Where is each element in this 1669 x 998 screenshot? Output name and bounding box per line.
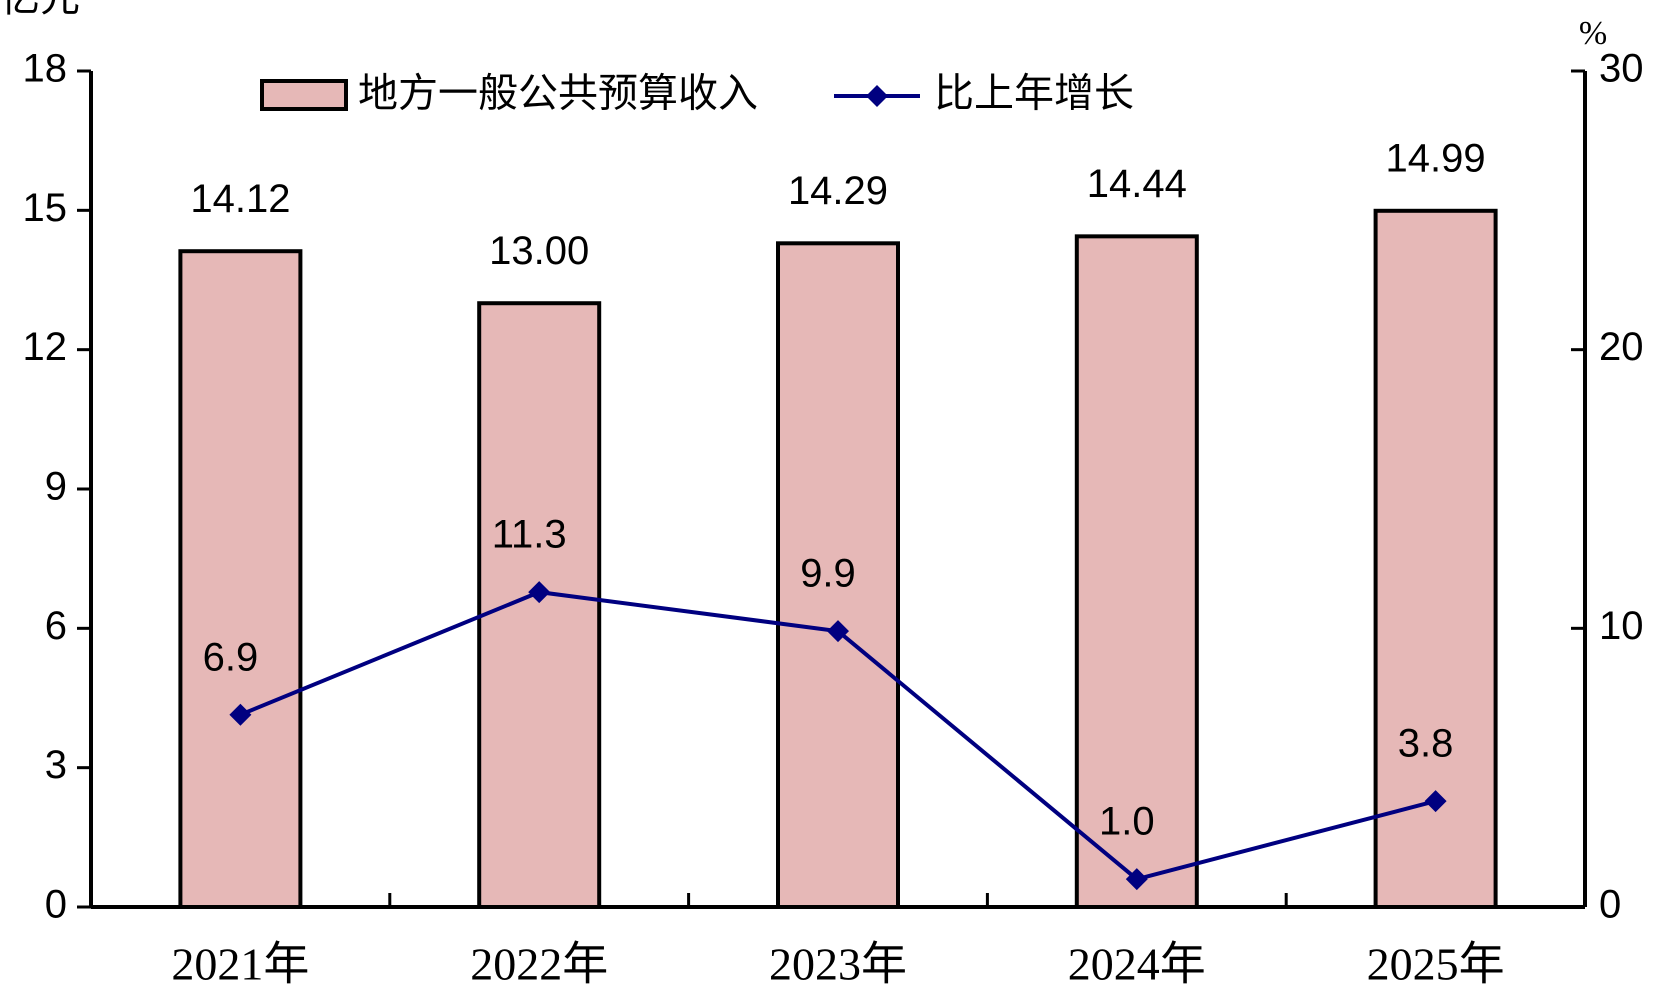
legend-swatch xyxy=(260,79,348,111)
line-marker xyxy=(1125,868,1148,891)
legend-label: 比上年增长 xyxy=(934,72,1134,116)
y-tick-label: 15 xyxy=(23,186,68,230)
line-marker xyxy=(1424,790,1447,813)
y-tick-label: 9 xyxy=(45,465,67,509)
y-tick-label: 18 xyxy=(23,47,68,91)
y-tick-label: 0 xyxy=(45,883,67,927)
legend-marker xyxy=(866,85,888,107)
bar-value-label: 14.44 xyxy=(1087,162,1187,206)
bar xyxy=(178,249,303,909)
y-axis-label: 亿元 xyxy=(0,0,80,20)
line-marker xyxy=(528,581,551,604)
line-marker xyxy=(827,620,849,643)
x-tick-label: 2024年 xyxy=(1068,939,1206,990)
y-tick-label: 3 xyxy=(45,743,67,787)
line-value-label: 11.3 xyxy=(492,513,567,557)
y2-axis-label: % xyxy=(1579,15,1607,52)
bar xyxy=(477,301,602,909)
y2-tick-label: 10 xyxy=(1599,604,1644,648)
bar-value-label: 14.12 xyxy=(190,177,290,221)
line-value-label: 9.9 xyxy=(800,552,856,596)
x-tick-label: 2025年 xyxy=(1367,939,1505,990)
bar-value-label: 14.99 xyxy=(1386,136,1486,180)
y-tick-label: 12 xyxy=(23,325,68,369)
bar xyxy=(776,241,900,909)
x-tick-label: 2023年 xyxy=(769,939,907,990)
x-tick-label: 2021年 xyxy=(171,939,309,990)
line-marker xyxy=(229,703,252,726)
bar xyxy=(1074,234,1199,909)
y2-tick-label: 20 xyxy=(1599,325,1644,369)
y2-tick-label: 0 xyxy=(1599,883,1621,927)
y-tick-label: 6 xyxy=(45,604,67,648)
bar-value-label: 13.00 xyxy=(489,229,589,273)
legend-label: 地方一般公共预算收入 xyxy=(358,72,758,116)
y2-tick-label: 30 xyxy=(1599,47,1644,91)
line-value-label: 3.8 xyxy=(1398,722,1454,766)
line-value-label: 1.0 xyxy=(1099,800,1155,844)
x-tick-label: 2022年 xyxy=(470,939,608,990)
bar-value-label: 14.29 xyxy=(788,169,888,213)
line-value-label: 6.9 xyxy=(203,635,259,679)
